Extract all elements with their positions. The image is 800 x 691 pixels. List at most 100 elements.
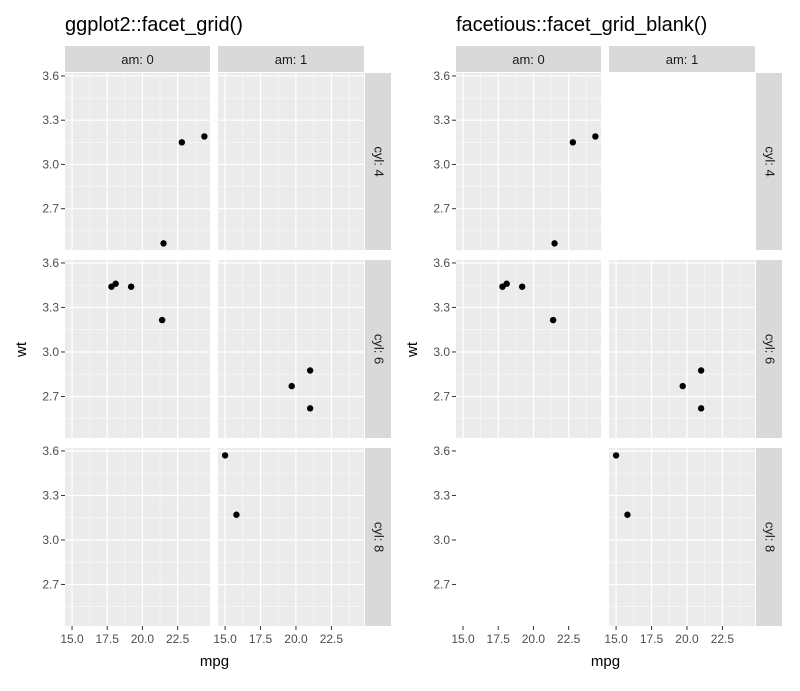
y-tick-label: 2.7 [42, 577, 59, 591]
data-point [624, 511, 631, 518]
x-tick-label: 20.0 [131, 632, 155, 646]
panel-background [218, 73, 364, 250]
data-point [503, 280, 510, 287]
y-axis-title: wt [404, 341, 421, 358]
x-tick-label: 22.5 [711, 632, 735, 646]
col-strip-0 [456, 46, 601, 72]
panel-background [218, 448, 364, 626]
panel-background [609, 260, 755, 438]
row-strip-0 [365, 73, 391, 250]
col-strip-label: am: 1 [666, 52, 699, 67]
panel-cyl6-am1 [218, 260, 364, 438]
x-tick-label: 15.0 [451, 632, 475, 646]
x-tick-label: 17.5 [640, 632, 664, 646]
data-point [592, 133, 599, 140]
y-tick-label: 3.6 [42, 444, 59, 458]
y-tick-label: 2.7 [433, 389, 450, 403]
panel-cyl4-am1 [218, 73, 364, 250]
x-tick-label: 20.0 [522, 632, 546, 646]
x-axis-title: mpg [200, 653, 229, 670]
row-strip-0 [756, 73, 782, 250]
x-tick-label: 17.5 [249, 632, 273, 646]
data-point [549, 316, 557, 324]
x-tick-label: 17.5 [96, 632, 120, 646]
row-strip-label: cyl: 4 [372, 146, 387, 176]
y-tick-label: 3.0 [433, 533, 450, 547]
chart-2: facetious::facet_grid_blank()am: 0 am: 1c… [404, 14, 782, 670]
x-tick-label: 22.5 [557, 632, 581, 646]
data-point [288, 382, 295, 390]
y-tick-label: 3.0 [42, 533, 59, 547]
y-tick-label: 3.3 [433, 488, 450, 502]
data-point [679, 382, 686, 390]
x-tick-label: 20.0 [675, 632, 699, 646]
data-point [569, 139, 577, 146]
y-tick-label: 3.6 [433, 256, 450, 270]
panel-cyl8-am0 [65, 448, 210, 626]
data-point [158, 316, 166, 324]
data-point [160, 240, 167, 247]
row-strip-1 [365, 260, 391, 438]
panel-cyl6-am1 [609, 260, 755, 438]
y-tick-label: 3.0 [42, 345, 59, 359]
panel-cyl6-am0 [456, 260, 601, 438]
col-strip-label: am: 0 [512, 52, 545, 67]
chart-title: ggplot2::facet_grid() [65, 14, 243, 36]
row-strip-2 [365, 448, 391, 626]
x-tick-label: 15.0 [604, 632, 628, 646]
y-axis-title: wt [13, 341, 30, 358]
panel-background [456, 260, 601, 438]
y-tick-label: 3.0 [433, 157, 450, 171]
y-tick-label: 3.6 [42, 69, 59, 83]
data-point [306, 367, 314, 374]
x-axis-title: mpg [591, 653, 620, 670]
row-strip-label: cyl: 8 [372, 522, 387, 552]
data-point [551, 240, 558, 247]
data-point [518, 283, 526, 290]
panel-background [609, 448, 755, 626]
x-tick-label: 15.0 [60, 632, 84, 646]
panel-background [65, 448, 210, 626]
panel-cyl4-am0 [65, 73, 210, 250]
row-strip-1 [756, 260, 782, 438]
y-tick-label: 3.0 [433, 345, 450, 359]
chart-title: facetious::facet_grid_blank() [456, 14, 707, 36]
data-point [612, 452, 620, 459]
y-tick-label: 2.7 [42, 389, 59, 403]
panel-background [218, 260, 364, 438]
panel-cyl6-am0 [65, 260, 210, 438]
col-strip-label: am: 0 [121, 52, 154, 67]
y-tick-label: 3.6 [42, 256, 59, 270]
col-strip-label: am: 1 [275, 52, 308, 67]
x-tick-label: 15.0 [213, 632, 237, 646]
y-tick-label: 2.7 [42, 202, 59, 216]
col-strip-0 [65, 46, 210, 72]
y-tick-label: 3.3 [42, 488, 59, 502]
y-tick-label: 3.6 [433, 69, 450, 83]
row-strip-label: cyl: 4 [763, 146, 778, 176]
panel-cyl8-am1 [609, 448, 755, 626]
x-tick-label: 22.5 [166, 632, 190, 646]
data-point [306, 405, 314, 412]
row-strip-label: cyl: 6 [372, 334, 387, 364]
x-tick-label: 20.0 [284, 632, 308, 646]
data-point [233, 511, 240, 518]
col-strip-1 [218, 46, 364, 72]
data-point [201, 133, 208, 140]
y-tick-label: 2.7 [433, 577, 450, 591]
panel-cyl4-am0 [456, 73, 601, 250]
x-tick-label: 17.5 [487, 632, 511, 646]
data-point [112, 280, 119, 287]
panel-background [65, 260, 210, 438]
data-point [178, 139, 186, 146]
row-strip-label: cyl: 8 [763, 522, 778, 552]
col-strip-1 [609, 46, 755, 72]
panel-cyl8-am1 [218, 448, 364, 626]
panel-background [65, 73, 210, 250]
y-tick-label: 3.3 [42, 300, 59, 314]
panel-background [456, 73, 601, 250]
y-tick-label: 3.3 [42, 113, 59, 127]
